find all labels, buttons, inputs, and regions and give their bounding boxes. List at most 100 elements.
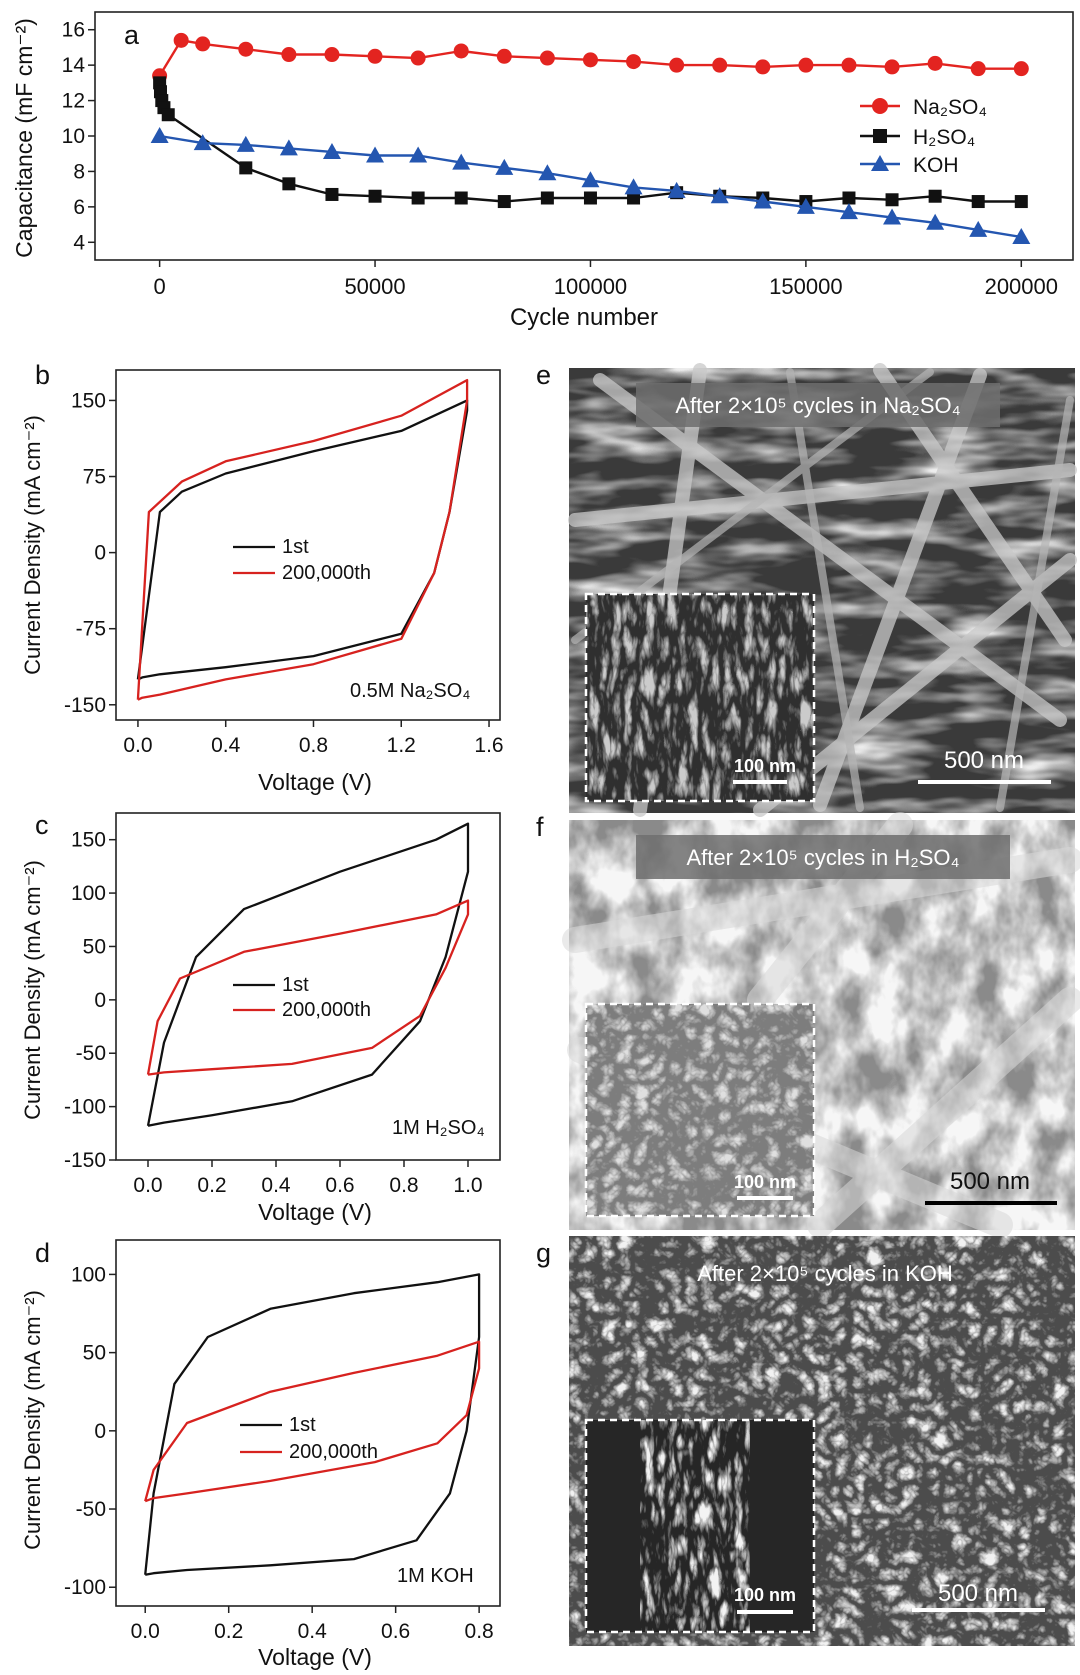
data-point-koh [366,146,385,163]
data-point-naso [798,57,814,73]
data-point-naso [238,41,254,57]
panel-c-letter: c [35,810,49,840]
x-tick-label: 0 [154,274,166,299]
panel-f-letter: f [536,812,544,842]
x-tick-label: 0.0 [123,734,152,757]
data-point-naso [970,61,986,77]
legend-label-200000th: 200,000th [289,1441,378,1463]
panel-c-axes: 0.0 0.2 0.4 0.6 0.8 1.0 -150 -100 -50 0 50 100 150 [64,829,483,1197]
data-point-naso [841,57,857,73]
caption-bg-e [636,383,1000,427]
data-point-naso [539,50,555,66]
data-point-koh [279,139,298,156]
x-tick-label: 0.4 [211,734,241,757]
y-tick-label: 4 [73,231,85,254]
data-point-koh [322,142,341,159]
panel-b-annotation: 0.5M Na₂SO₄ [350,680,470,702]
x-tick-label: 0.8 [389,1174,418,1197]
data-point-hso [368,189,382,203]
panel-d: d 0.0 0.2 0.4 0.6 0.8 -100 -50 0 50 100 1M KOH 1s… [20,1238,501,1670]
data-point-hso [583,191,597,205]
data-point-naso [324,47,340,63]
panel-e: e After 2×10⁵ cycles in Na₂SO₄ [536,360,1077,817]
data-point-koh [969,220,988,237]
data-point-naso [367,48,383,64]
y-tick-label: 10 [62,125,85,148]
data-point-naso [712,57,728,73]
y-tick-label: 14 [62,54,86,77]
data-point-koh [538,164,557,181]
y-tick-label: -150 [64,694,106,717]
data-point-hso [282,177,296,191]
data-point-naso [496,48,512,64]
data-point-naso [410,50,426,66]
panel-a-legend: Na₂SO₄ H₂SO₄ KOH [860,96,987,177]
x-tick-label: 0.2 [214,1620,243,1643]
x-tick-label: 50000 [344,274,405,299]
series-line-200000th [136,378,469,701]
panel-b-axes: 0.0 0.4 0.8 1.2 1.6 -150 -75 0 75 150 [64,389,504,757]
x-tick-label: 0.0 [133,1174,162,1197]
panel-b-plot-frame [115,369,501,721]
data-point-koh [452,153,471,170]
y-tick-label: 50 [83,1342,106,1365]
x-tick-label: 0.8 [299,734,328,757]
x-tick-label: 0.4 [298,1620,328,1643]
legend-label-200000th: 200,000th [282,562,371,584]
scale-label-main-g: 500 nm [938,1580,1018,1607]
x-tick-label: 100000 [554,274,627,299]
data-point-koh [1012,227,1031,244]
data-point-koh [926,213,945,230]
data-point-koh [710,187,729,204]
y-tick-label: 0 [94,1420,106,1443]
caption-bg-f [636,835,1010,879]
y-tick-label: -100 [64,1096,106,1119]
legend-label-koh: KOH [913,154,959,177]
data-point-naso [173,32,189,48]
y-tick-label: 50 [83,935,106,958]
data-point-koh [193,134,212,151]
series-line-200000th [144,1340,481,1503]
x-tick-label: 1.0 [453,1174,482,1197]
panel-a-y-axis-label: Capacitance (mF cm⁻²) [11,18,37,258]
panel-d-y-axis-label: Current Density (mA cm⁻²) [20,1290,45,1550]
legend-label-1st: 1st [289,1414,316,1436]
panel-a-x-axis-label: Cycle number [510,304,658,331]
series-line-naso [158,39,1022,77]
x-tick-label: 0.6 [325,1174,354,1197]
y-tick-label: -150 [64,1149,106,1172]
data-point-naso [453,43,469,59]
data-point-hso [497,195,511,209]
data-point-naso [195,36,211,52]
panel-g-caption: After 2×10⁵ cycles in KOH [697,1261,953,1286]
data-point-hso [1014,195,1028,209]
data-point-hso [627,191,641,205]
y-tick-label: 8 [73,160,85,183]
y-tick-label: -50 [76,1498,106,1521]
legend-marker-h2so4 [873,129,887,143]
x-tick-label: 0.8 [465,1620,494,1643]
data-point-koh [753,192,772,209]
panel-a-series [150,32,1031,244]
panel-d-letter: d [35,1238,50,1268]
data-point-naso [755,59,771,75]
data-point-hso [885,193,899,207]
data-point-koh [150,127,169,143]
y-tick-label: 150 [71,389,106,412]
panel-e-caption: After 2×10⁵ cycles in Na₂SO₄ [675,393,960,418]
data-point-koh [624,178,643,195]
data-point-koh [796,197,815,214]
y-tick-label: 100 [71,882,106,905]
data-point-hso [454,191,468,205]
panel-g: g After 2×10⁵ cycles in KOH 100 nm 500 n… [536,1236,1075,1646]
x-tick-label: 200000 [985,274,1058,299]
inset-g [584,1418,816,1634]
data-point-naso [582,52,598,68]
y-tick-label: 100 [71,1263,106,1286]
scale-label-main-f: 500 nm [950,1168,1030,1195]
data-point-naso [669,57,685,73]
panel-d-plot-frame [115,1239,501,1607]
data-point-naso [927,55,943,71]
inset-f [584,1002,816,1218]
